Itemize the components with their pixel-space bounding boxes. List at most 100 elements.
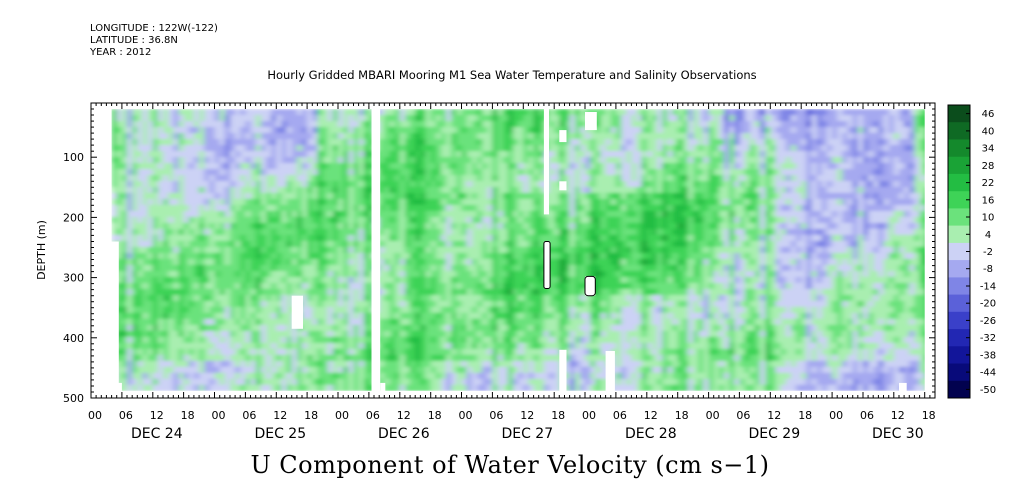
heatmap-cell <box>466 312 473 320</box>
heatmap-cell <box>559 240 566 248</box>
heatmap-cell <box>435 276 442 284</box>
heatmap-cell <box>271 348 277 356</box>
heatmap-cell <box>425 246 432 254</box>
heatmap-cell <box>188 163 195 170</box>
heatmap-cell <box>564 288 571 296</box>
heatmap-cell <box>322 187 329 194</box>
heatmap-cell <box>235 115 241 122</box>
heatmap-cell <box>425 187 432 194</box>
heatmap-cell <box>585 342 591 350</box>
heatmap-cell <box>590 384 597 392</box>
heatmap-cell <box>631 145 638 152</box>
heatmap-cell <box>394 216 401 224</box>
heatmap-cell <box>379 240 386 248</box>
heatmap-cell <box>327 264 334 272</box>
heatmap-cell <box>178 187 185 194</box>
heatmap-cell <box>281 187 288 194</box>
heatmap-cell <box>564 324 571 332</box>
heatmap-cell <box>111 139 118 146</box>
heatmap-cell <box>157 222 164 230</box>
heatmap-cell <box>415 115 422 122</box>
heatmap-cell <box>157 198 164 206</box>
heatmap-cell <box>188 300 195 308</box>
heatmap-cell <box>482 294 488 302</box>
heatmap-cell <box>456 378 463 386</box>
heatmap-cell <box>451 318 458 326</box>
heatmap-cell <box>559 342 566 350</box>
heatmap-cell <box>214 330 221 338</box>
heatmap-cell <box>209 384 216 392</box>
heatmap-cell <box>564 354 571 362</box>
heatmap-cell <box>621 252 627 260</box>
heatmap-cell <box>291 228 298 236</box>
heatmap-cell <box>579 252 586 260</box>
heatmap-cell <box>389 181 396 188</box>
heatmap-cell <box>652 210 658 218</box>
heatmap-cell <box>569 198 576 206</box>
heatmap-cell <box>379 318 386 326</box>
heatmap-cell <box>430 198 437 206</box>
heatmap-cell <box>348 198 355 206</box>
heatmap-cell <box>456 342 463 350</box>
heatmap-cell <box>137 192 144 200</box>
heatmap-cell <box>585 145 591 152</box>
heatmap-cell <box>121 139 128 146</box>
heatmap-cell <box>157 366 164 374</box>
heatmap-cell <box>435 306 442 314</box>
heatmap-cell <box>152 366 159 374</box>
heatmap-cell <box>631 157 638 164</box>
heatmap-cell <box>482 127 488 134</box>
heatmap-cell <box>533 198 540 206</box>
heatmap-cell <box>574 264 581 272</box>
heatmap-cell <box>291 139 298 146</box>
heatmap-cell <box>394 228 401 236</box>
heatmap-cell <box>394 181 401 188</box>
heatmap-cell <box>317 384 324 392</box>
heatmap-cell <box>615 222 622 230</box>
heatmap-cell <box>322 336 329 344</box>
heatmap-cell <box>302 276 308 284</box>
heatmap-cell <box>209 252 216 260</box>
heatmap-cell <box>513 198 519 206</box>
heatmap-cell <box>163 252 169 260</box>
heatmap-cell <box>245 324 252 332</box>
heatmap-cell <box>497 204 504 212</box>
heatmap-cell <box>214 204 221 212</box>
heatmap-cell <box>173 288 180 296</box>
heatmap-cell <box>178 294 185 302</box>
heatmap-cell <box>338 252 344 260</box>
heatmap-cell <box>379 198 386 206</box>
heatmap-cell <box>209 139 216 146</box>
heatmap-cell <box>430 378 437 386</box>
heatmap-cell <box>178 264 185 272</box>
heatmap-cell <box>255 306 262 314</box>
heatmap-cell <box>230 312 236 320</box>
heatmap-cell <box>230 318 236 326</box>
heatmap-cell <box>569 300 576 308</box>
heatmap-cell <box>652 324 658 332</box>
heatmap-cell <box>652 264 658 272</box>
heatmap-cell <box>528 240 535 248</box>
heatmap-cell <box>193 360 200 368</box>
heatmap-cell <box>502 372 509 380</box>
heatmap-cell <box>343 360 350 368</box>
heatmap-cell <box>389 324 396 332</box>
heatmap-cell <box>199 330 205 338</box>
heatmap-cell <box>641 378 648 386</box>
heatmap-cell <box>451 378 458 386</box>
heatmap-cell <box>147 366 154 374</box>
heatmap-cell <box>235 354 241 362</box>
heatmap-cell <box>209 282 216 290</box>
heatmap-cell <box>549 354 555 362</box>
heatmap-cell <box>554 330 561 338</box>
heatmap-cell <box>430 276 437 284</box>
heatmap-cell <box>492 145 499 152</box>
heatmap-cell <box>430 210 437 218</box>
heatmap-cell <box>425 276 432 284</box>
heatmap-cell <box>621 216 627 224</box>
heatmap-cell <box>116 306 123 314</box>
heatmap-cell <box>554 246 561 254</box>
heatmap-cell <box>404 192 411 200</box>
heatmap-cell <box>554 234 561 242</box>
heatmap-cell <box>178 312 185 320</box>
